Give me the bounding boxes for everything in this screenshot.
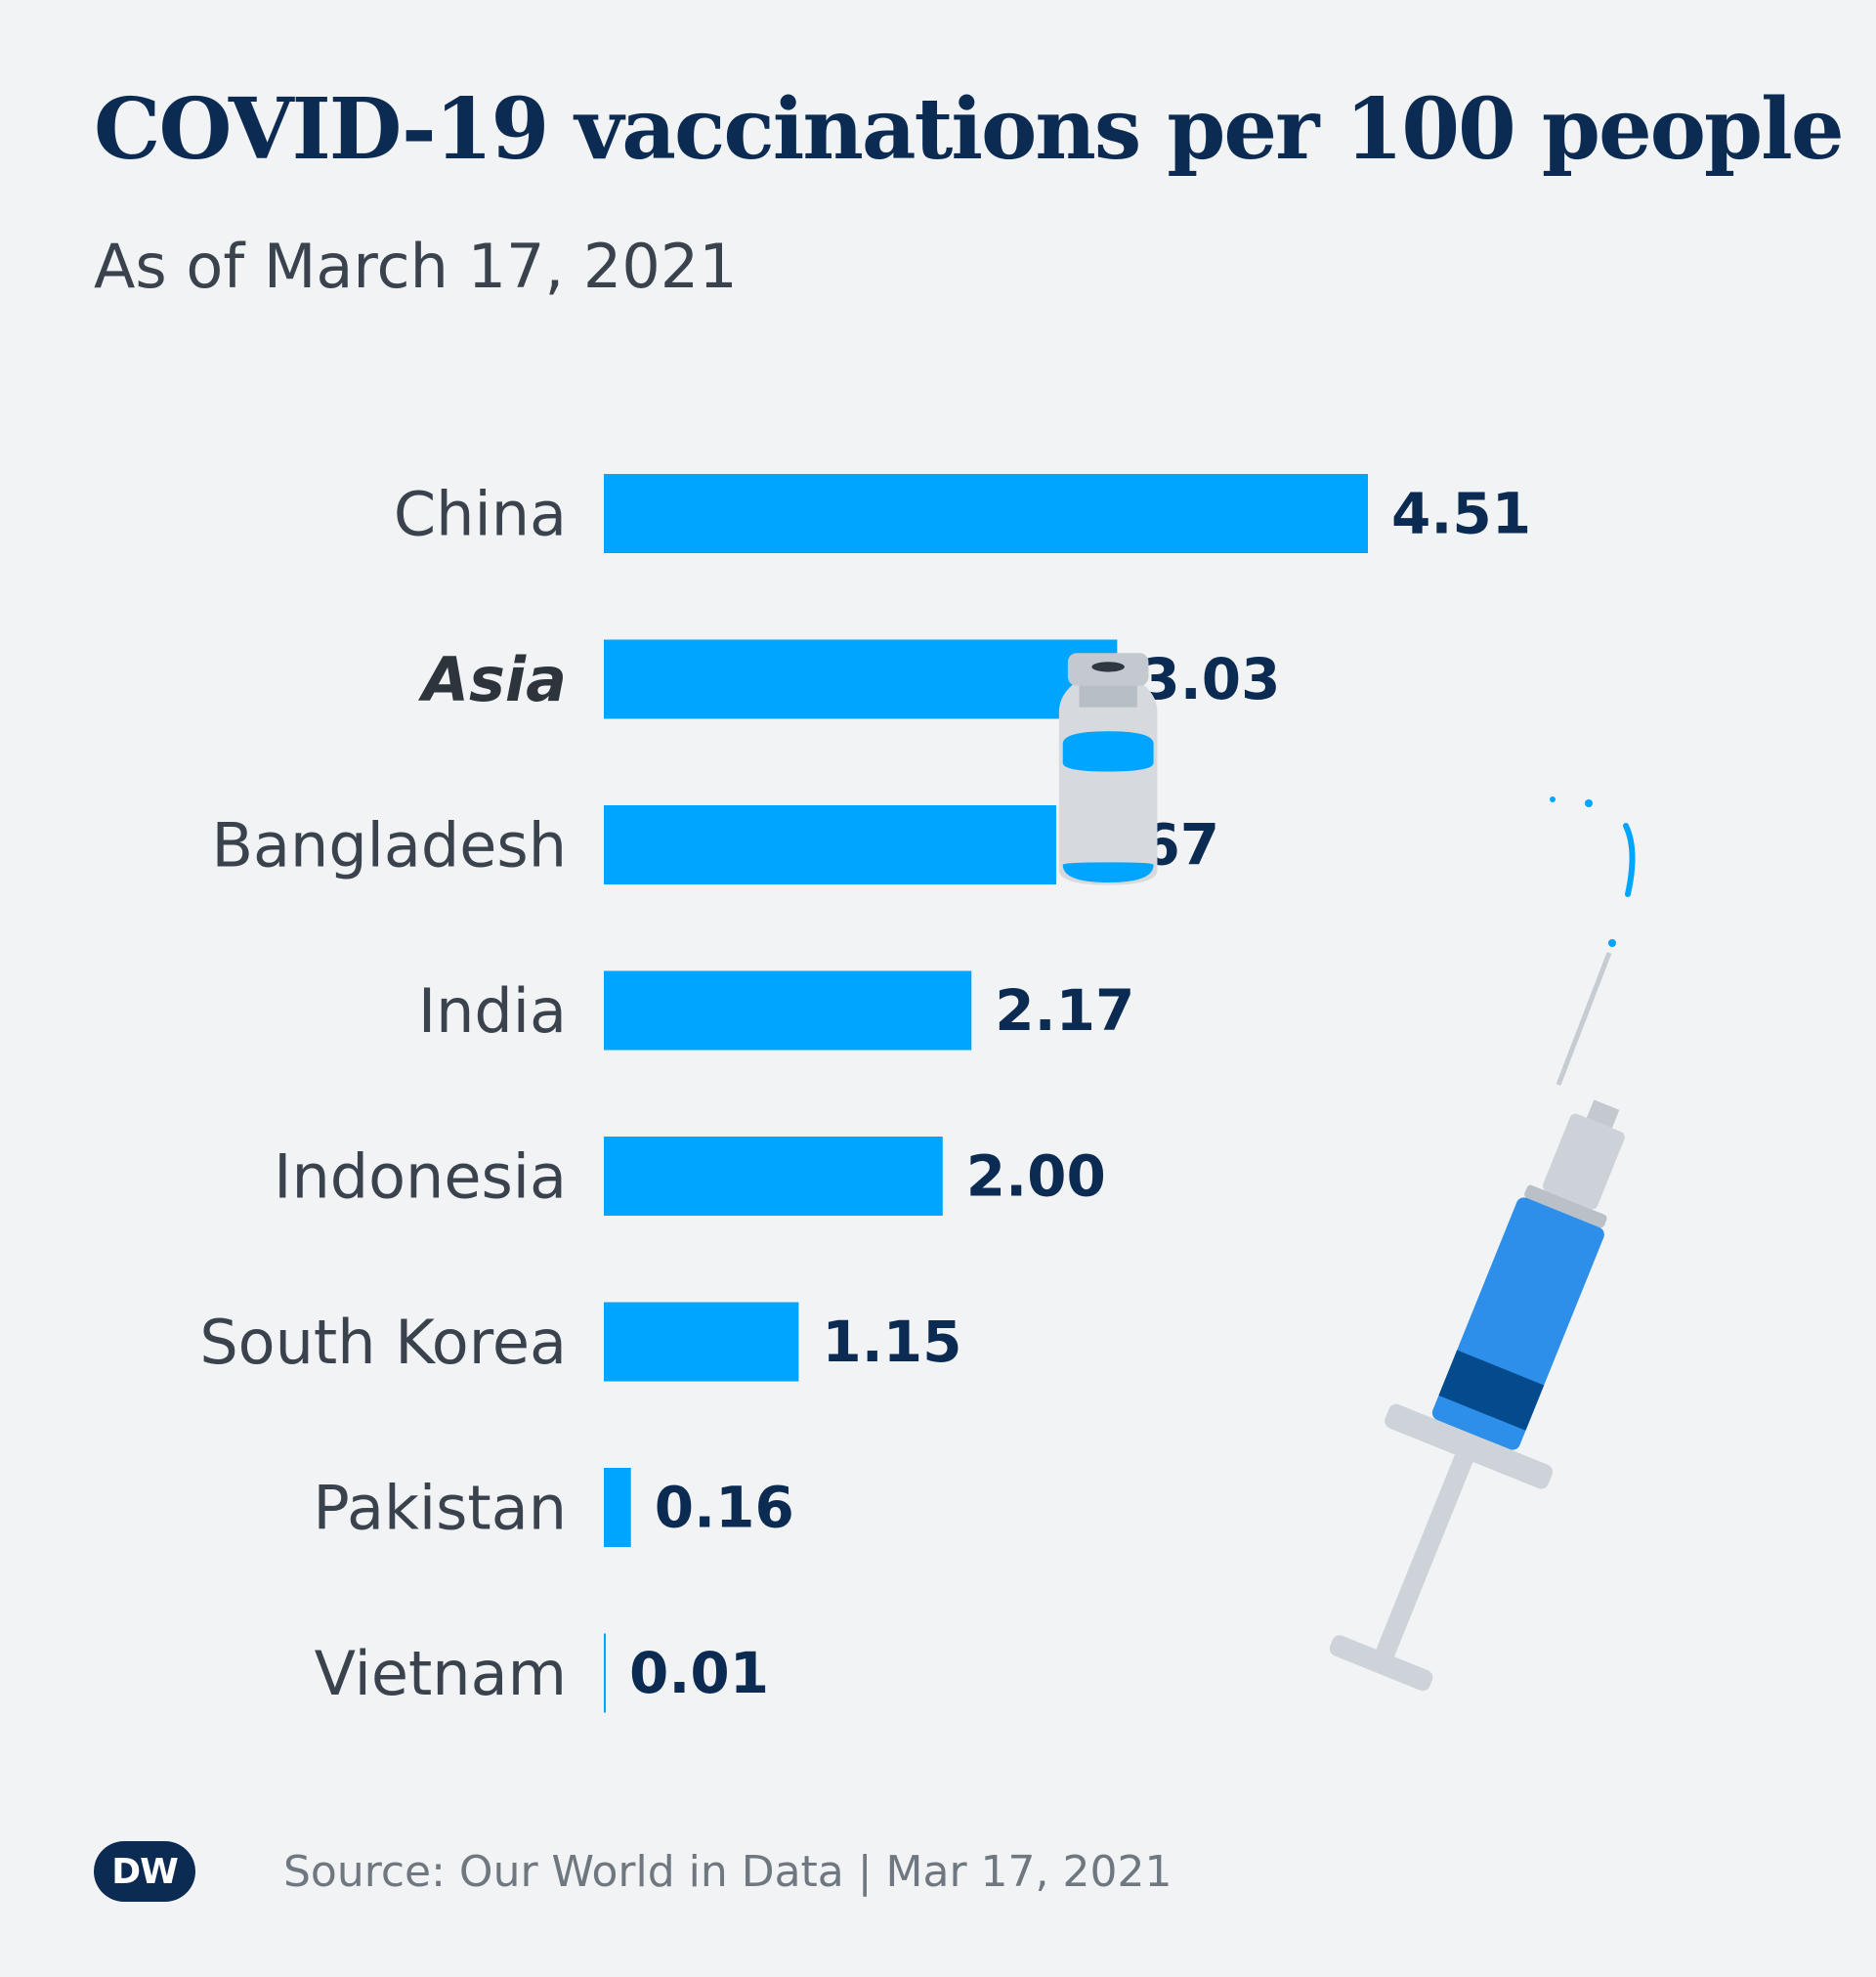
value-label: 2.17 (995, 977, 1134, 1044)
category-label: Pakistan (313, 1473, 567, 1544)
category-label: China (394, 479, 567, 550)
value-label: 0.16 (655, 1475, 794, 1541)
bar (604, 970, 972, 1051)
bar (604, 1468, 631, 1547)
source-note: Source: Our World in Data | Mar 17, 2021 (283, 1846, 1172, 1897)
bars-layer: China4.51Asia3.03Bangladesh2.67India2.17… (199, 474, 1531, 1713)
chart-subtitle: As of March 17, 2021 (94, 231, 738, 302)
chart-title: COVID-19 vaccinations per 100 people (94, 80, 1845, 179)
bar (604, 1302, 799, 1382)
vaccine-vial-icon (1058, 653, 1158, 885)
dw-logo: DW (94, 1841, 195, 1902)
category-label: South Korea (199, 1307, 567, 1378)
bar (604, 474, 1368, 553)
syringe-icon (1329, 796, 1636, 1692)
category-label: Bangladesh (212, 810, 568, 881)
footer: DW Source: Our World in Data | Mar 17, 2… (94, 1837, 1172, 1906)
value-label: 0.01 (629, 1640, 769, 1706)
category-label: Vietnam (315, 1638, 567, 1709)
category-label: India (418, 975, 567, 1047)
bar (604, 805, 1056, 884)
category-label: Asia (417, 644, 567, 715)
value-label: 4.51 (1391, 481, 1531, 547)
bar (604, 639, 1118, 719)
value-label: 1.15 (822, 1309, 961, 1375)
bar (604, 1137, 943, 1216)
value-label: 3.03 (1140, 646, 1280, 712)
value-label: 2.00 (966, 1143, 1106, 1210)
bar (604, 1633, 606, 1713)
category-label: Indonesia (274, 1141, 567, 1213)
